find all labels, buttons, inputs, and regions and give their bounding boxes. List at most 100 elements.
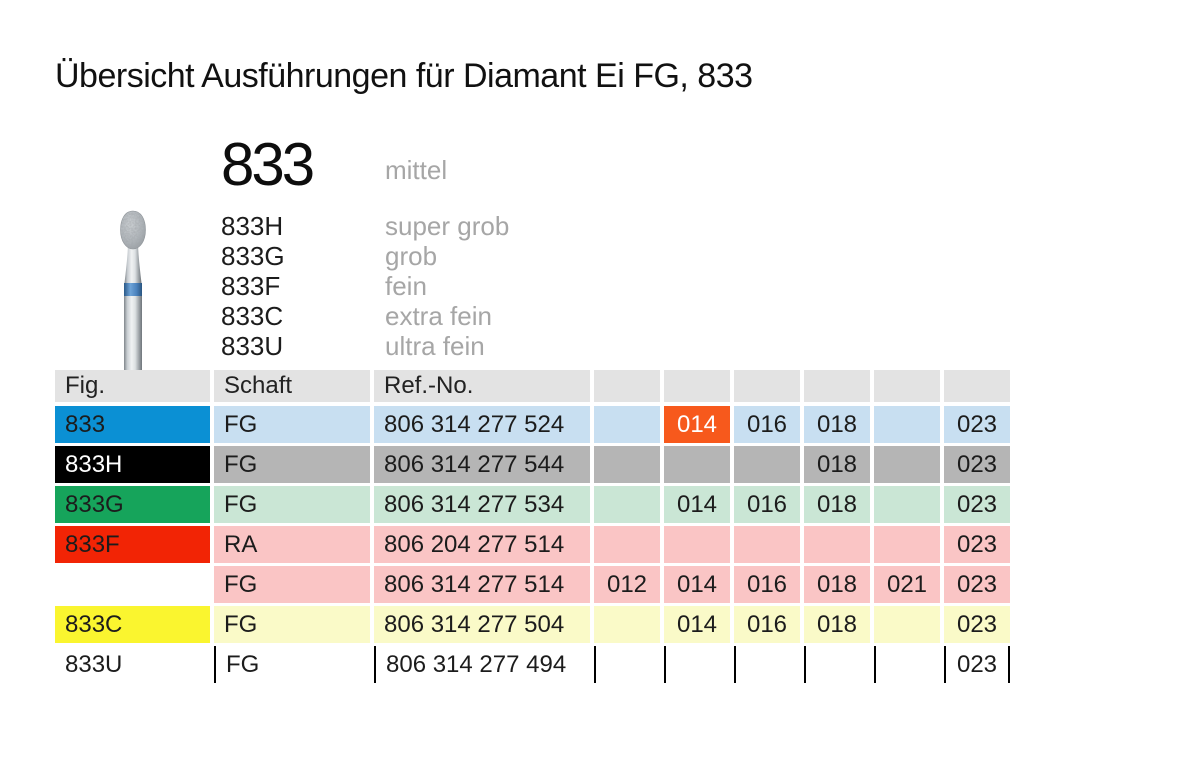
size-cell: 012 <box>594 566 660 603</box>
size-cell: 018 <box>804 446 870 483</box>
ref-no-cell: 806 314 277 504 <box>374 606 590 643</box>
variant-grit-grade: fein <box>385 271 427 301</box>
schaft-cell: FG <box>214 646 370 683</box>
size-cell: 023 <box>944 606 1010 643</box>
column-header-schaft: Schaft <box>214 370 370 402</box>
variant-row: 833U ultra fein <box>221 331 509 361</box>
column-header-ref: Ref.-No. <box>374 370 590 402</box>
size-cell: 021 <box>874 566 940 603</box>
ref-no-cell: 806 314 277 524 <box>374 406 590 443</box>
ref-no-cell: 806 204 277 514 <box>374 526 590 563</box>
bur-head-grit <box>120 211 146 249</box>
diamond-bur-graphic <box>120 210 146 370</box>
size-cell: 023 <box>944 486 1010 523</box>
variant-list: 833H super grob 833G grob 833F fein 833C extra … <box>221 211 509 361</box>
size-cell <box>804 526 870 563</box>
table-row: 833U FG 806 314 277 494 023 <box>55 646 1010 683</box>
size-cell <box>874 606 940 643</box>
size-cell: 018 <box>804 406 870 443</box>
table-row: 833C FG 806 314 277 504 014 016 018 023 <box>55 606 1010 643</box>
table-row: 833 FG 806 314 277 524 014 016 018 023 <box>55 406 1010 443</box>
variant-row: 833H super grob <box>221 211 509 241</box>
size-cell: 023 <box>944 566 1010 603</box>
fig-cell <box>55 566 210 603</box>
table-row: 833F RA 806 204 277 514 023 <box>55 526 1010 563</box>
product-code: 833 <box>221 131 315 198</box>
variant-code: 833C <box>221 301 284 331</box>
size-cell: 018 <box>804 606 870 643</box>
size-cell <box>664 526 730 563</box>
column-header-size-5 <box>944 370 1010 402</box>
variant-code: 833U <box>221 331 284 361</box>
size-cell <box>594 526 660 563</box>
schaft-cell: FG <box>214 486 370 523</box>
size-cell: 018 <box>804 566 870 603</box>
ref-no-cell: 806 314 277 534 <box>374 486 590 523</box>
diamond-bur-image <box>110 210 156 370</box>
variant-grit-grade: grob <box>385 241 438 271</box>
page-title: Übersicht Ausführungen für Diamant Ei FG… <box>55 57 753 95</box>
size-cell <box>594 446 660 483</box>
table-row: 833G FG 806 314 277 534 014 016 018 023 <box>55 486 1010 523</box>
variant-code: 833G <box>221 241 285 271</box>
variant-row: 833C extra fein <box>221 301 509 331</box>
size-cell <box>734 446 800 483</box>
table-row: FG 806 314 277 514 012 014 016 018 021 023 <box>55 566 1010 603</box>
product-grit-grade: mittel <box>385 155 448 185</box>
bur-blue-band <box>124 283 142 296</box>
column-header-size-2 <box>734 370 800 402</box>
size-cell: 014 <box>664 566 730 603</box>
schaft-cell: RA <box>214 526 370 563</box>
variant-grit-grade: ultra fein <box>385 331 485 361</box>
schaft-cell: FG <box>214 566 370 603</box>
fig-cell: 833F <box>55 526 210 563</box>
table-row: 833H FG 806 314 277 544 018 023 <box>55 446 1010 483</box>
size-cell <box>664 646 730 683</box>
ref-no-cell: 806 314 277 494 <box>374 646 590 683</box>
size-cell: 014 <box>664 606 730 643</box>
size-cell <box>874 526 940 563</box>
size-cell: 016 <box>734 566 800 603</box>
variant-code: 833H <box>221 211 284 241</box>
size-cell: 018 <box>804 486 870 523</box>
ref-no-cell: 806 314 277 544 <box>374 446 590 483</box>
fig-cell: 833G <box>55 486 210 523</box>
size-cell: 016 <box>734 406 800 443</box>
variant-grit-grade: extra fein <box>385 301 492 331</box>
column-header-size-0 <box>594 370 660 402</box>
size-cell <box>874 486 940 523</box>
size-cell <box>594 486 660 523</box>
size-cell: 023 <box>944 526 1010 563</box>
size-cell: 016 <box>734 486 800 523</box>
table-header-row: Fig. Schaft Ref.-No. <box>55 370 1010 402</box>
size-cell <box>594 646 660 683</box>
size-cell <box>874 406 940 443</box>
size-cell-highlighted: 014 <box>664 406 730 443</box>
schaft-cell: FG <box>214 606 370 643</box>
column-header-size-1 <box>664 370 730 402</box>
ref-no-cell: 806 314 277 514 <box>374 566 590 603</box>
variant-grit-grade: super grob <box>385 211 510 241</box>
variant-code: 833F <box>221 271 281 301</box>
variants-table: Fig. Schaft Ref.-No. 833 FG 806 314 277 524 01… <box>55 370 1010 686</box>
variant-row: 833F fein <box>221 271 509 301</box>
size-cell <box>594 606 660 643</box>
fig-cell: 833C <box>55 606 210 643</box>
variant-row: 833G grob <box>221 241 509 271</box>
size-cell <box>594 406 660 443</box>
bur-shaft <box>124 296 142 370</box>
schaft-cell: FG <box>214 446 370 483</box>
schaft-cell: FG <box>214 406 370 443</box>
column-header-size-4 <box>874 370 940 402</box>
size-cell: 014 <box>664 486 730 523</box>
size-cell <box>734 526 800 563</box>
fig-cell: 833U <box>65 651 123 678</box>
size-cell <box>874 446 940 483</box>
column-header-size-3 <box>804 370 870 402</box>
size-cell: 023 <box>944 406 1010 443</box>
bur-neck <box>124 244 142 283</box>
fig-cell: 833 <box>55 406 210 443</box>
size-cell: 023 <box>944 646 1010 683</box>
size-cell <box>664 446 730 483</box>
size-cell <box>874 646 940 683</box>
